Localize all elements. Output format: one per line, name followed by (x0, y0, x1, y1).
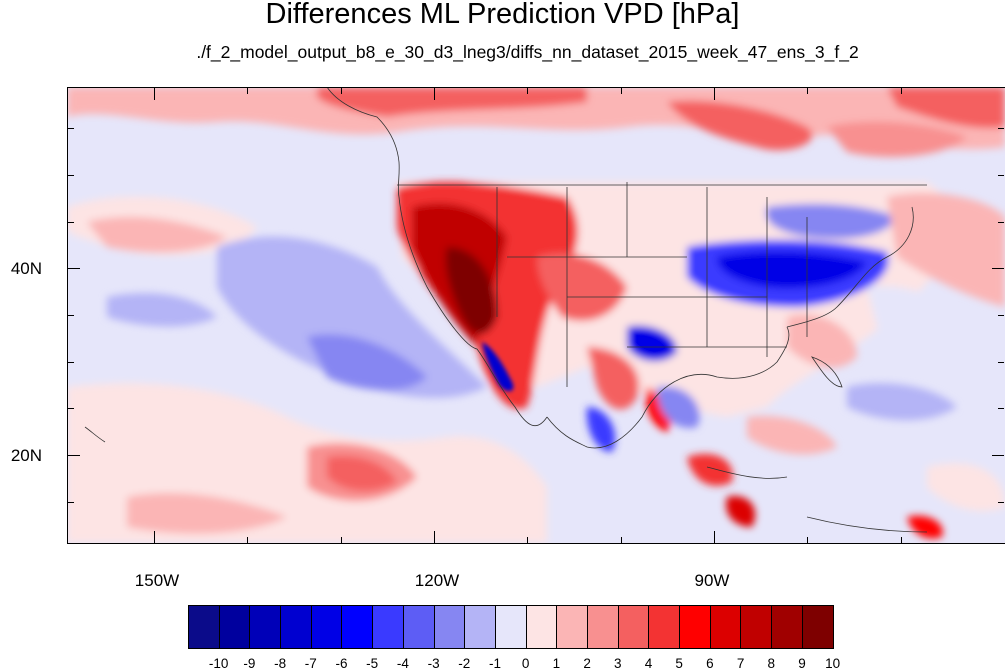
lat-tick-minor-left (68, 315, 74, 316)
lon-label-90w: 90W (694, 571, 730, 590)
colorbar-label: -4 (396, 656, 409, 671)
colorbar-swatch (495, 606, 527, 648)
lon-tick-minor-top (901, 88, 902, 94)
lat-tick-minor-left (68, 408, 74, 409)
colorbar-label: -8 (274, 656, 287, 671)
colorbar-label: -9 (243, 656, 256, 671)
colorbar-swatch (465, 606, 496, 648)
lon-tick-minor-top (807, 88, 808, 94)
lon-tick-minor-bottom (901, 537, 902, 543)
colorbar-swatch (250, 606, 282, 648)
colorbar-swatch (741, 606, 773, 648)
coastlines (84, 87, 928, 533)
chart-title: Differences ML Prediction VPD [hPa] (265, 0, 740, 30)
colorbar-swatch (219, 606, 251, 648)
lat-tick-minor-right (998, 315, 1004, 316)
lat-tick-minor-left (68, 175, 74, 176)
colorbar-label: 7 (736, 656, 745, 671)
lat-tick-40n-left (68, 268, 80, 269)
colorbar-label: -1 (488, 656, 501, 671)
lat-tick-minor-right (998, 175, 1004, 176)
colorbar-label: -3 (427, 656, 440, 671)
lat-tick-20n-right (992, 455, 1004, 456)
colorbar-label: 5 (675, 656, 683, 671)
colorbar-label: 4 (644, 656, 653, 671)
colorbar-label: -10 (208, 656, 229, 671)
colorbar-swatch (802, 606, 834, 648)
colorbar-swatch (434, 606, 466, 648)
colorbar-swatch (373, 606, 404, 648)
colorbar-swatch (587, 606, 619, 648)
colorbar-label: 10 (825, 656, 841, 671)
lon-tick-minor-bottom (807, 537, 808, 543)
colorbar-swatch (618, 606, 650, 648)
colorbar-label: -5 (366, 656, 379, 671)
lon-tick-150w-bottom (154, 531, 155, 543)
colorbar-swatch (281, 606, 312, 648)
lat-tick-minor-left (68, 128, 74, 129)
lat-tick-minor-right (998, 128, 1004, 129)
colorbar-label: -6 (335, 656, 348, 671)
lon-tick-minor-top (247, 88, 248, 94)
map-canvas (67, 87, 1005, 543)
colorbar-label: -2 (458, 656, 471, 671)
colorbar-label: 9 (798, 656, 806, 671)
coastal-blue-streak (482, 342, 514, 392)
lon-tick-120w-top (434, 88, 435, 100)
lat-label-20n: 20N (10, 446, 42, 465)
chart-subtitle: ./f_2_model_output_b8_e_30_d3_lneg3/diff… (196, 42, 859, 62)
lon-tick-minor-bottom (247, 537, 248, 543)
lon-tick-120w-bottom (434, 531, 435, 543)
lon-tick-minor-top (527, 88, 528, 94)
colorbar-label: -7 (304, 656, 317, 671)
colorbar-label: 3 (614, 656, 622, 671)
lon-tick-minor-top (341, 88, 342, 94)
lon-label-120w: 120W (414, 571, 460, 590)
lat-label-40n: 40N (10, 259, 42, 278)
colorbar-label: 8 (767, 656, 776, 671)
colorbar-label: 1 (552, 656, 561, 671)
colorbar-swatch (526, 606, 558, 648)
lon-tick-minor-bottom (527, 537, 528, 543)
lon-tick-150w-top (154, 88, 155, 100)
lon-tick-minor-bottom (341, 537, 342, 543)
colorbar-label: 2 (583, 656, 591, 671)
vpd-difference-map (67, 87, 1005, 543)
colorbar (188, 605, 835, 649)
colorbar-label: 0 (521, 656, 530, 671)
colorbar-swatch (403, 606, 435, 648)
lat-tick-minor-left (68, 222, 74, 223)
colorbar-label: 6 (706, 656, 714, 671)
colorbar-swatch (680, 606, 711, 648)
lon-tick-minor-top (621, 88, 622, 94)
lat-tick-minor-right (998, 222, 1004, 223)
lat-tick-minor-right (998, 502, 1004, 503)
colorbar-swatch (649, 606, 680, 648)
colorbar-swatch (772, 606, 803, 648)
colorbar-swatch (342, 606, 374, 648)
lat-tick-minor-left (68, 362, 74, 363)
lat-tick-minor-right (998, 362, 1004, 363)
lon-tick-90w-bottom (714, 531, 715, 543)
lon-tick-minor-bottom (621, 537, 622, 543)
lat-tick-40n-right (992, 268, 1004, 269)
lat-tick-minor-left (68, 502, 74, 503)
lon-tick-90w-top (714, 88, 715, 100)
colorbar-swatch (710, 606, 742, 648)
colorbar-swatch (311, 606, 343, 648)
lon-label-150w: 150W (134, 571, 180, 590)
colorbar-swatch (557, 606, 588, 648)
lat-tick-minor-right (998, 408, 1004, 409)
colorbar-swatch (189, 606, 220, 648)
difference-field (67, 87, 1005, 543)
lat-tick-20n-left (68, 455, 80, 456)
